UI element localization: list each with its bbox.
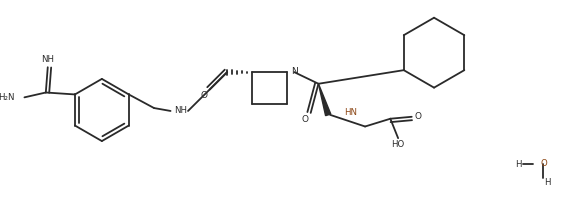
Text: O: O <box>540 159 547 168</box>
Text: HN: HN <box>344 108 357 117</box>
Text: H: H <box>544 178 551 187</box>
Text: H: H <box>515 160 522 169</box>
Text: NH: NH <box>41 55 54 64</box>
Text: N: N <box>291 67 297 76</box>
Text: O: O <box>301 115 308 124</box>
Text: O: O <box>200 91 207 100</box>
Text: H₂N: H₂N <box>0 93 15 102</box>
Text: NH: NH <box>174 106 187 115</box>
Text: O: O <box>414 112 421 121</box>
Text: HO: HO <box>392 140 405 149</box>
Polygon shape <box>319 84 331 116</box>
